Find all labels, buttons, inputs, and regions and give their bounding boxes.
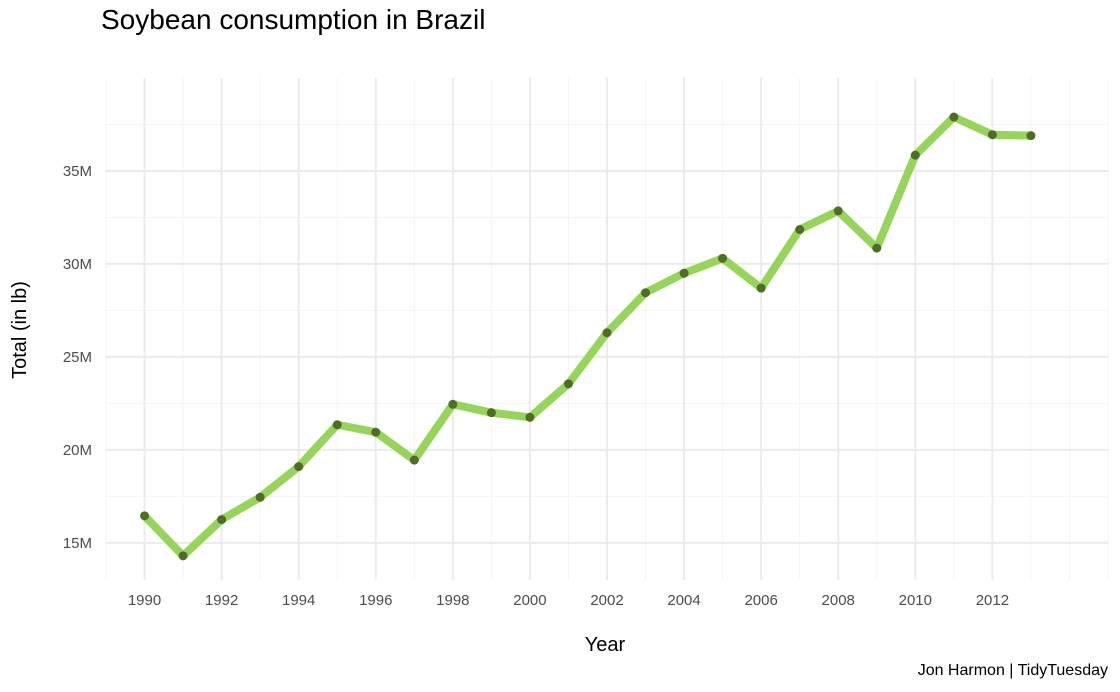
data-point	[563, 379, 573, 389]
x-tick-label: 2006	[744, 592, 777, 609]
data-point	[718, 253, 728, 263]
data-point	[448, 399, 458, 409]
data-point	[641, 288, 651, 298]
data-point	[371, 427, 381, 437]
y-tick-label: 20M	[63, 442, 92, 459]
caption: Jon Harmon | TidyTuesday	[917, 662, 1108, 679]
data-point	[178, 551, 188, 561]
y-tick-label: 15M	[63, 535, 92, 552]
x-tick-label: 2012	[976, 592, 1009, 609]
data-point	[486, 408, 496, 418]
data-point	[795, 225, 805, 235]
data-point	[332, 420, 342, 430]
x-tick-label: 2008	[822, 592, 855, 609]
chart-title: Soybean consumption in Brazil	[101, 4, 486, 35]
data-point	[756, 283, 766, 293]
data-point	[833, 206, 843, 216]
data-point	[602, 328, 612, 338]
data-point	[409, 455, 419, 465]
x-tick-label: 1992	[205, 592, 238, 609]
y-tick-label: 25M	[63, 349, 92, 366]
x-tick-label: 2002	[590, 592, 623, 609]
data-point	[679, 268, 689, 278]
data-point	[910, 150, 920, 160]
x-tick-label: 1998	[436, 592, 469, 609]
y-tick-label: 30M	[63, 256, 92, 273]
data-point	[949, 112, 959, 122]
data-layer	[140, 112, 1036, 561]
x-tick-label: 2010	[899, 592, 932, 609]
data-point	[1026, 131, 1036, 141]
tick-labels: 1990 1992 1994 1996 1998 2000 2002 2004 2006 2008…	[63, 163, 1009, 609]
y-axis-title: Total (in lb)	[9, 281, 31, 379]
data-point	[255, 492, 265, 502]
data-point	[140, 511, 150, 521]
x-tick-label: 2000	[513, 592, 546, 609]
data-point	[217, 515, 227, 525]
x-tick-label: 1994	[282, 592, 315, 609]
data-point	[987, 130, 997, 140]
y-tick-label: 35M	[63, 163, 92, 180]
x-axis-title: Year	[585, 634, 626, 656]
series-line	[140, 113, 1035, 560]
x-tick-label: 1996	[359, 592, 392, 609]
data-point	[872, 243, 882, 253]
data-point	[294, 462, 304, 472]
x-tick-label: 1990	[128, 592, 161, 609]
x-tick-label: 2004	[667, 592, 700, 609]
data-point	[525, 412, 535, 422]
